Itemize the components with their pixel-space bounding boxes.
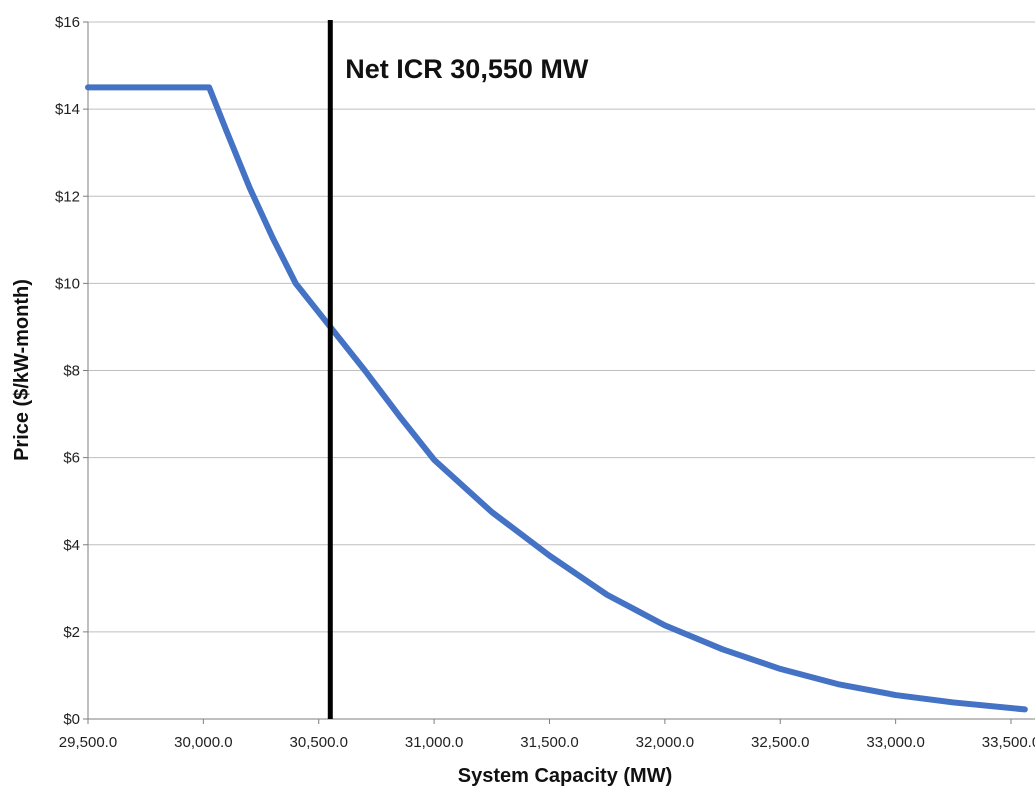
x-tick-label-8: 33,500.0 [982, 734, 1035, 751]
x-tick-label-0: 29,500.0 [59, 734, 117, 751]
x-axis-title: System Capacity (MW) [458, 765, 673, 787]
y-tick-label-8: $16 [55, 14, 80, 31]
y-tick-label-6: $12 [55, 188, 80, 205]
x-tick-label-3: 31,000.0 [405, 734, 463, 751]
demand-curve-line-0 [85, 84, 1028, 713]
net-icr-label: Net ICR 30,550 MW [345, 54, 589, 84]
y-tick-label-2: $4 [63, 537, 80, 554]
x-tick-label-2: 30,500.0 [290, 734, 348, 751]
tick-labels: $0 $2 $4 $6 $8 $10 $12 $14 $16 29,500.0 30,000.0 30… [55, 14, 1035, 751]
x-tick-label-1: 30,000.0 [174, 734, 232, 751]
series [85, 84, 1028, 713]
x-tick-label-6: 32,500.0 [751, 734, 809, 751]
y-tick-label-3: $6 [63, 450, 80, 467]
y-tick-label-0: $0 [63, 711, 80, 728]
y-tick-label-5: $10 [55, 275, 80, 292]
grid-lines [88, 21, 1035, 633]
y-tick-label-4: $8 [63, 363, 80, 380]
x-tick-label-5: 32,000.0 [636, 734, 694, 751]
x-tick-label-4: 31,500.0 [520, 734, 578, 751]
x-tick-label-7: 33,000.0 [866, 734, 924, 751]
y-tick-label-7: $14 [55, 101, 80, 118]
y-axis-title: Price ($/kW-month) [11, 279, 33, 461]
y-tick-label-1: $2 [63, 624, 80, 641]
annotations: Net ICR 30,550 MW [327, 20, 589, 719]
axes [83, 21, 1035, 724]
